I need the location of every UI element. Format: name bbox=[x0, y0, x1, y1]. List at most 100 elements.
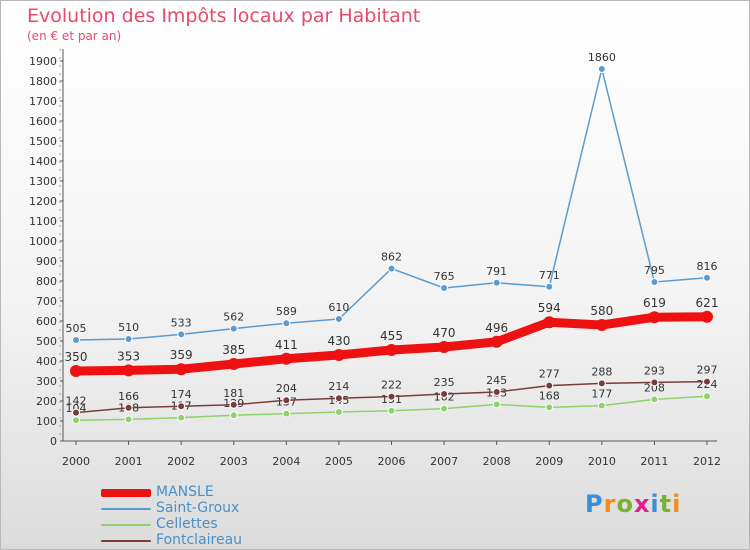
data-label-fontclaireau-2009: 277 bbox=[539, 368, 560, 381]
data-label-saint-groux-2002: 533 bbox=[171, 316, 192, 329]
legend-swatch-cellettes bbox=[101, 524, 151, 526]
legend-swatch-mansle bbox=[101, 489, 151, 497]
data-point-mansle-2002 bbox=[175, 363, 188, 376]
data-point-saint-groux-2001 bbox=[124, 335, 133, 343]
x-tick-label-2012: 2012 bbox=[693, 455, 721, 468]
data-label-fontclaireau-2002: 174 bbox=[171, 388, 192, 401]
data-point-mansle-2011 bbox=[648, 311, 661, 324]
data-point-saint-groux-2009 bbox=[545, 282, 554, 291]
data-label-fontclaireau-2006: 222 bbox=[381, 379, 402, 392]
data-point-cellettes-2007 bbox=[440, 404, 449, 413]
data-label-saint-groux-2003: 562 bbox=[223, 311, 244, 324]
chart-subtitle: (en € et par an) bbox=[27, 29, 122, 43]
data-point-mansle-2007 bbox=[438, 341, 451, 353]
data-point-fontclaireau-2006 bbox=[387, 392, 396, 401]
legend-label-saint-groux: Saint-Groux bbox=[156, 500, 240, 516]
data-point-mansle-2010 bbox=[595, 319, 608, 331]
data-point-saint-groux-2002 bbox=[177, 330, 186, 339]
data-point-mansle-2003 bbox=[227, 358, 240, 370]
data-point-cellettes-2008 bbox=[492, 400, 501, 409]
legend-label-fontclaireau: Fontclaireau bbox=[156, 532, 243, 548]
legend-label-mansle: MANSLE bbox=[156, 484, 214, 500]
data-label-fontclaireau-2007: 235 bbox=[434, 376, 455, 389]
data-point-mansle-2000 bbox=[70, 365, 82, 377]
y-tick-label-700: 700 bbox=[36, 295, 57, 308]
logo-letter: t bbox=[659, 490, 673, 518]
data-label-saint-groux-2011: 795 bbox=[644, 264, 665, 277]
x-tick-label-2000: 2000 bbox=[62, 455, 90, 468]
y-tick-label-1200: 1200 bbox=[29, 195, 57, 208]
y-tick-label-1300: 1300 bbox=[29, 175, 57, 188]
data-point-fontclaireau-2000 bbox=[72, 408, 80, 417]
data-point-saint-groux-2012 bbox=[703, 273, 711, 282]
y-tick-label-400: 400 bbox=[36, 355, 57, 368]
y-tick-label-0: 0 bbox=[50, 435, 57, 448]
data-label-fontclaireau-2003: 181 bbox=[223, 387, 244, 400]
data-label-cellettes-2010: 177 bbox=[591, 388, 612, 401]
data-label-saint-groux-2005: 610 bbox=[328, 301, 349, 314]
data-point-mansle-2001 bbox=[122, 364, 135, 377]
data-label-saint-groux-2000: 505 bbox=[66, 322, 87, 335]
data-label-fontclaireau-2011: 293 bbox=[644, 364, 665, 377]
data-label-saint-groux-2001: 510 bbox=[118, 321, 139, 334]
data-point-saint-groux-2011 bbox=[650, 278, 659, 286]
x-tick-label-2009: 2009 bbox=[535, 455, 563, 468]
data-label-saint-groux-2006: 862 bbox=[381, 251, 402, 264]
y-tick-label-1700: 1700 bbox=[29, 95, 57, 108]
data-point-fontclaireau-2001 bbox=[124, 403, 133, 412]
data-label-cellettes-2011: 208 bbox=[644, 381, 665, 394]
data-point-saint-groux-2003 bbox=[229, 324, 238, 333]
data-point-saint-groux-2008 bbox=[492, 278, 501, 287]
logo-letter: i bbox=[650, 490, 660, 518]
data-point-saint-groux-2000 bbox=[72, 336, 80, 344]
data-point-mansle-2005 bbox=[332, 349, 345, 361]
y-tick-label-1500: 1500 bbox=[29, 135, 57, 148]
x-tick-label-2002: 2002 bbox=[167, 455, 195, 468]
data-point-cellettes-2009 bbox=[545, 403, 554, 412]
data-label-mansle-2001: 353 bbox=[117, 349, 140, 363]
data-point-mansle-2006 bbox=[385, 344, 398, 356]
y-tick-label-1800: 1800 bbox=[29, 75, 57, 88]
data-label-mansle-2009: 594 bbox=[538, 301, 561, 315]
data-point-saint-groux-2005 bbox=[334, 315, 343, 323]
data-point-cellettes-2001 bbox=[124, 415, 133, 424]
data-point-fontclaireau-2004 bbox=[282, 396, 291, 405]
data-point-saint-groux-2004 bbox=[282, 319, 291, 328]
x-tick-label-2008: 2008 bbox=[483, 455, 511, 468]
data-label-fontclaireau-2004: 204 bbox=[276, 382, 297, 395]
data-point-cellettes-2004 bbox=[282, 409, 291, 418]
data-label-mansle-2011: 619 bbox=[643, 296, 666, 310]
y-tick-label-900: 900 bbox=[36, 255, 57, 268]
logo-letter: r bbox=[603, 490, 617, 518]
y-tick-label-1100: 1100 bbox=[29, 215, 57, 228]
data-label-mansle-2006: 455 bbox=[380, 329, 403, 343]
x-tick-label-2001: 2001 bbox=[115, 455, 143, 468]
data-point-fontclaireau-2012 bbox=[703, 377, 711, 386]
data-point-cellettes-2012 bbox=[703, 392, 711, 401]
data-point-cellettes-2006 bbox=[387, 406, 396, 415]
data-label-mansle-2004: 411 bbox=[275, 338, 298, 352]
data-point-mansle-2008 bbox=[490, 335, 503, 348]
legend-swatch-fontclaireau bbox=[101, 540, 151, 542]
data-point-fontclaireau-2007 bbox=[440, 390, 449, 398]
logo-letter: P bbox=[585, 490, 604, 518]
data-label-mansle-2002: 359 bbox=[170, 348, 193, 362]
data-label-saint-groux-2009: 771 bbox=[539, 269, 560, 282]
x-tick-label-2003: 2003 bbox=[220, 455, 248, 468]
data-label-mansle-2003: 385 bbox=[222, 343, 245, 357]
data-label-cellettes-2009: 168 bbox=[539, 389, 560, 402]
series-line-saint-groux bbox=[75, 68, 708, 341]
y-tick-label-100: 100 bbox=[36, 415, 57, 428]
x-tick-label-2006: 2006 bbox=[378, 455, 406, 468]
data-point-saint-groux-2010 bbox=[597, 65, 606, 73]
data-label-mansle-2000: 350 bbox=[65, 350, 88, 364]
x-tick-label-2010: 2010 bbox=[588, 455, 616, 468]
data-label-mansle-2008: 496 bbox=[485, 321, 508, 335]
x-tick-label-2004: 2004 bbox=[272, 455, 300, 468]
data-point-cellettes-2003 bbox=[229, 411, 238, 420]
data-point-saint-groux-2007 bbox=[440, 284, 449, 292]
data-point-cellettes-2005 bbox=[334, 408, 343, 416]
data-label-saint-groux-2010: 1860 bbox=[588, 51, 616, 64]
